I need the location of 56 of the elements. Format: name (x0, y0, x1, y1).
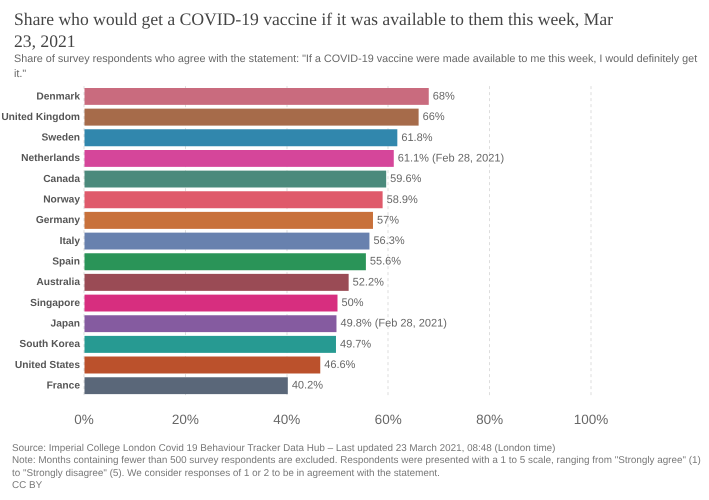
bar (84, 294, 338, 312)
bar (84, 88, 429, 105)
x-tick-label: 100% (574, 412, 608, 427)
data-label: 68% (432, 90, 455, 102)
x-tick-label: 0% (74, 412, 94, 427)
data-label: 56.3% (373, 235, 405, 248)
data-label: 66% (422, 111, 445, 124)
text: CC BY (12, 480, 44, 492)
data-label: 46.6% (324, 359, 356, 372)
y-tick-label: South Korea (19, 339, 80, 350)
y-tick-label: Canada (43, 174, 80, 185)
data-label: 61.1% (Feb 28, 2021) (398, 152, 504, 164)
data-label: 55.6% (370, 256, 402, 268)
bar (84, 253, 366, 270)
y-tick-label: Germany (36, 215, 80, 226)
data-label: 40.2% (292, 380, 324, 392)
y-tick-label: Italy (60, 236, 80, 247)
chart-title: Share who would get a COVID-19 vaccine if it was available to them this week, Mar 23, 2021 (14, 8, 614, 52)
text: Note: Months containing fewer than 500 survey respondents are excluded. Respondents were presented with a 1 to 5 scale, ranging from "Strongly agree" (1) to "Strongly disagree" (5). We consider responses of 1 or 2 to be in agreement with the statement. (12, 455, 702, 480)
bar (84, 336, 336, 353)
x-tick-label: 60% (374, 412, 402, 427)
bar (84, 150, 394, 167)
bar (84, 315, 336, 332)
bar (84, 377, 288, 394)
bar (84, 232, 370, 250)
data-label: 58.9% (386, 194, 418, 206)
bar (84, 212, 373, 229)
data-label: 49.7% (340, 338, 372, 350)
x-tick-label: 20% (172, 412, 199, 427)
chart-subtitle: Share of survey respondents who agree with the statement: "If a COVID-19 vaccine were made available to me this week, I would definitely get it." (14, 52, 698, 81)
bar (84, 274, 349, 291)
x-tick-label: 80% (476, 412, 504, 427)
data-label: 61.8% (401, 132, 433, 144)
y-tick-label: United States (14, 360, 80, 371)
bar (84, 356, 320, 374)
bar (84, 129, 398, 146)
bar (84, 170, 386, 188)
y-tick-label: Australia (36, 277, 80, 288)
y-tick-label: Norway (43, 194, 80, 206)
bar (84, 191, 383, 208)
bar (84, 108, 419, 126)
data-label: 52.2% (352, 276, 384, 288)
y-tick-label: United Kingdom (1, 112, 80, 123)
data-label: 49.8% (Feb 28, 2021) (340, 318, 447, 330)
y-tick-label: Singapore (30, 298, 80, 309)
y-tick-label: France (46, 380, 80, 392)
y-tick-label: Sweden (42, 132, 80, 144)
x-tick-label: 40% (273, 412, 300, 427)
y-tick-label: Japan (50, 318, 80, 330)
source-note: Source: Imperial College London Covid 19 Behaviour Tracker Data Hub – Last updated 23 March 2021, 08:48 (London time) (12, 443, 556, 456)
y-tick-label: Netherlands (21, 153, 80, 164)
data-label: 57% (376, 214, 400, 226)
y-tick-label: Denmark (36, 91, 80, 102)
data-label: 59.6% (390, 173, 422, 186)
data-label: 50% (342, 297, 364, 310)
y-tick-label: Spain (52, 256, 80, 268)
